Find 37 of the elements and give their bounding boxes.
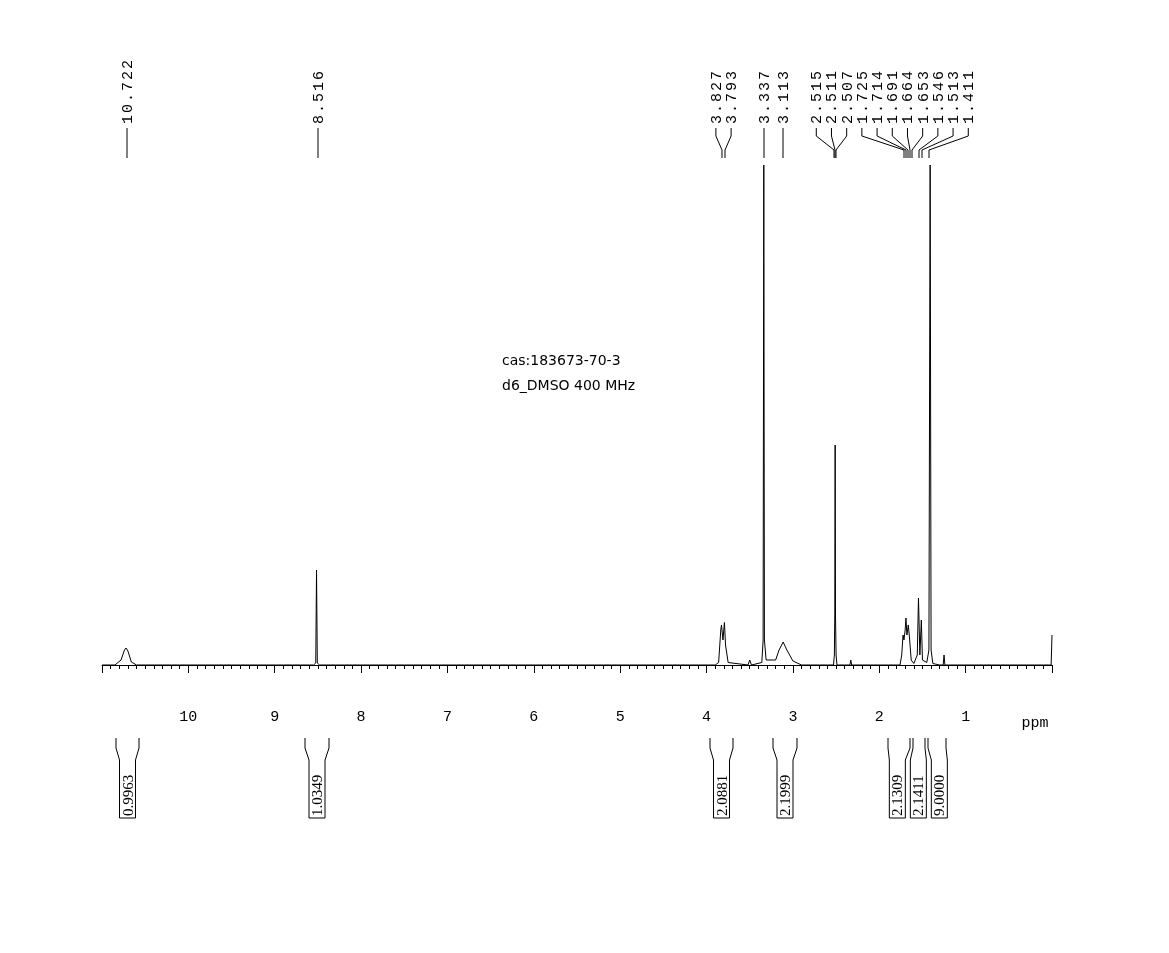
x-axis-title: ppm	[1021, 715, 1049, 732]
text: 8.516	[311, 68, 328, 124]
text: 2.1309	[889, 774, 906, 816]
x-tick-label: 8	[356, 709, 366, 726]
x-tick-label: 5	[615, 709, 625, 726]
x-tick-label: 6	[529, 709, 539, 726]
text: 2.507	[839, 68, 857, 124]
annotation: d6_DMSO 400 MHz	[502, 377, 636, 393]
text: 1.714	[870, 68, 888, 124]
text: 2.1411	[910, 775, 927, 816]
x-tick-label: 1	[961, 709, 971, 726]
x-tick-label: 9	[270, 709, 280, 726]
text: 3.827	[708, 68, 726, 124]
text: 1.664	[900, 68, 918, 124]
text: 9.0000	[931, 774, 948, 816]
annotation: cas:183673-70-3	[502, 352, 621, 368]
text: 1.0349	[309, 774, 325, 816]
x-tick-label: 10	[179, 709, 198, 726]
text: 1.513	[946, 68, 964, 124]
x-tick-label: 4	[702, 709, 712, 726]
text: 1.725	[854, 68, 872, 124]
text: 3.113	[776, 68, 793, 124]
text: 0.9963	[119, 774, 136, 816]
text: 1.653	[915, 68, 933, 124]
text: 2.511	[824, 68, 842, 124]
text: 2.515	[809, 68, 827, 124]
text: 1.691	[885, 68, 903, 124]
x-tick-label: 7	[442, 709, 452, 726]
text: 2.1999	[777, 774, 793, 816]
text: 3.337	[757, 68, 774, 124]
text: 1.546	[930, 68, 948, 124]
x-tick-label: 3	[788, 709, 798, 726]
x-tick-label: 2	[874, 709, 884, 726]
text: 10.722	[120, 57, 137, 124]
text: 2.0881	[713, 774, 730, 816]
text: 1.411	[961, 68, 979, 124]
text: 3.793	[724, 68, 742, 124]
